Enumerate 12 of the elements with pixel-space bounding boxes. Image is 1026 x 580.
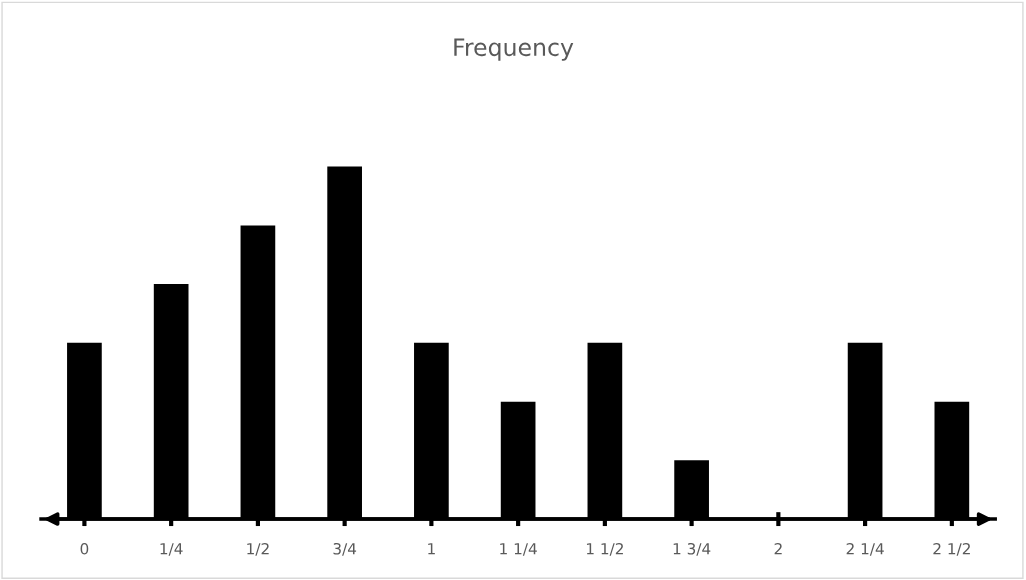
x-tick-label: 1 1/4 <box>500 543 537 556</box>
x-tick-label: 1 1/2 <box>586 542 623 556</box>
chart-title: Frequency <box>454 38 574 61</box>
x-tick-label: 1 3/4 <box>673 542 711 556</box>
x-tick-label: 0 <box>80 542 89 555</box>
x-tick-label: 2 1/4 <box>846 542 884 556</box>
x-tick-label: 2 1/2 <box>933 542 970 556</box>
x-tick-label: 2 <box>774 542 782 555</box>
x-tick-label: 1 <box>428 543 435 555</box>
x-tick-label: 1/4 <box>160 543 183 556</box>
x-tick-label: 3/4 <box>333 542 357 556</box>
x-tick-label: 1/2 <box>247 542 269 556</box>
